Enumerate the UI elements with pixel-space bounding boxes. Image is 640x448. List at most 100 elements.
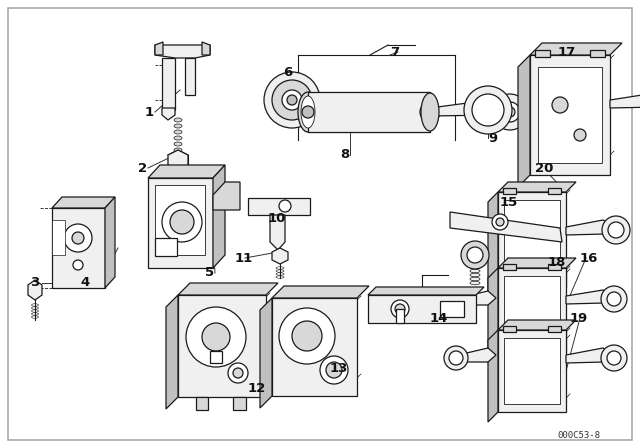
Circle shape	[444, 346, 468, 370]
Polygon shape	[430, 100, 510, 116]
Text: 4: 4	[80, 276, 89, 289]
Polygon shape	[503, 326, 516, 332]
Polygon shape	[504, 200, 560, 279]
Polygon shape	[498, 258, 576, 268]
Circle shape	[607, 351, 621, 365]
Polygon shape	[52, 208, 105, 288]
Circle shape	[170, 210, 194, 234]
Ellipse shape	[174, 148, 182, 152]
Circle shape	[472, 94, 504, 126]
Circle shape	[444, 289, 468, 313]
Polygon shape	[155, 42, 163, 55]
Polygon shape	[458, 291, 496, 305]
Circle shape	[282, 90, 302, 110]
Text: 7: 7	[390, 46, 399, 59]
Bar	[440, 301, 464, 317]
Ellipse shape	[301, 96, 315, 128]
Polygon shape	[548, 326, 561, 332]
Ellipse shape	[421, 93, 439, 131]
Text: 17: 17	[558, 46, 576, 59]
Circle shape	[505, 107, 515, 117]
Circle shape	[492, 214, 508, 230]
Polygon shape	[213, 182, 240, 210]
Ellipse shape	[470, 261, 480, 265]
Circle shape	[492, 94, 528, 130]
Circle shape	[292, 321, 322, 351]
Polygon shape	[148, 178, 213, 268]
Bar	[210, 351, 222, 363]
Polygon shape	[162, 58, 175, 110]
Polygon shape	[488, 268, 498, 363]
Circle shape	[64, 224, 92, 252]
Ellipse shape	[470, 269, 480, 273]
Polygon shape	[185, 58, 195, 95]
Polygon shape	[155, 185, 205, 255]
Polygon shape	[566, 290, 614, 304]
Text: 8: 8	[340, 148, 349, 161]
Polygon shape	[368, 295, 476, 323]
Text: 18: 18	[548, 255, 566, 268]
Circle shape	[233, 368, 243, 378]
Text: 5: 5	[205, 267, 214, 280]
Ellipse shape	[470, 257, 480, 261]
Text: 9: 9	[488, 132, 497, 145]
Text: 3: 3	[30, 276, 39, 289]
Polygon shape	[518, 55, 530, 187]
Polygon shape	[52, 197, 115, 208]
Text: 19: 19	[570, 311, 588, 324]
Circle shape	[228, 363, 248, 383]
Polygon shape	[52, 220, 65, 255]
Polygon shape	[248, 198, 310, 215]
Circle shape	[326, 362, 342, 378]
Polygon shape	[498, 330, 566, 412]
Polygon shape	[233, 397, 246, 410]
Polygon shape	[450, 212, 562, 242]
Ellipse shape	[470, 253, 480, 257]
Circle shape	[186, 307, 246, 367]
Circle shape	[464, 86, 512, 134]
Polygon shape	[538, 67, 602, 163]
Circle shape	[264, 72, 320, 128]
Ellipse shape	[470, 281, 480, 285]
Text: 12: 12	[248, 382, 266, 395]
Polygon shape	[504, 338, 560, 404]
Polygon shape	[272, 298, 357, 396]
Ellipse shape	[174, 124, 182, 128]
Circle shape	[279, 308, 335, 364]
Polygon shape	[488, 192, 498, 297]
Circle shape	[500, 102, 520, 122]
Polygon shape	[272, 248, 288, 264]
Polygon shape	[213, 165, 225, 268]
Text: 2: 2	[138, 161, 147, 175]
Polygon shape	[166, 295, 178, 409]
Circle shape	[287, 95, 297, 105]
Bar	[155, 238, 177, 256]
Polygon shape	[548, 264, 561, 270]
Polygon shape	[148, 165, 225, 178]
Polygon shape	[260, 298, 272, 408]
Circle shape	[607, 292, 621, 306]
Polygon shape	[162, 108, 175, 120]
Text: 13: 13	[330, 362, 348, 375]
Circle shape	[73, 260, 83, 270]
Circle shape	[496, 218, 504, 226]
Polygon shape	[610, 93, 640, 108]
Polygon shape	[196, 397, 208, 410]
Polygon shape	[178, 295, 266, 397]
Circle shape	[302, 106, 314, 118]
Circle shape	[279, 200, 291, 212]
Bar	[396, 309, 404, 323]
Polygon shape	[530, 43, 622, 55]
Circle shape	[449, 351, 463, 365]
Text: 15: 15	[500, 195, 518, 208]
Polygon shape	[488, 330, 498, 422]
Polygon shape	[28, 280, 42, 300]
Text: 14: 14	[430, 311, 449, 324]
Circle shape	[162, 202, 202, 242]
Polygon shape	[202, 42, 210, 55]
Text: 000C53-8: 000C53-8	[557, 431, 600, 439]
Ellipse shape	[174, 130, 182, 134]
Ellipse shape	[174, 136, 182, 140]
Polygon shape	[178, 283, 278, 295]
Circle shape	[602, 216, 630, 244]
